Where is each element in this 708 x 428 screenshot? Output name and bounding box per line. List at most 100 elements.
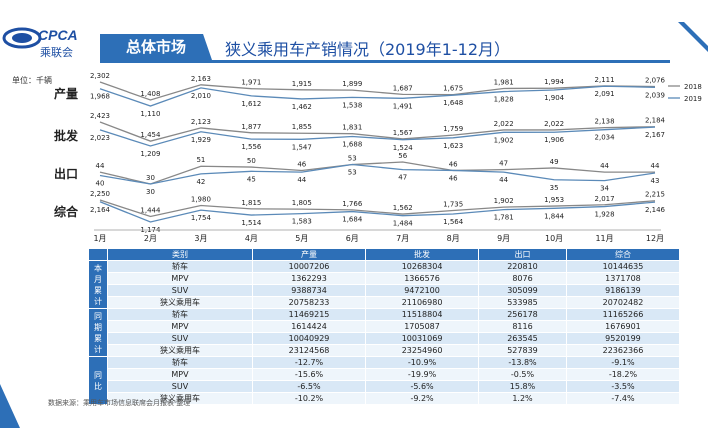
- data-label: 1,623: [443, 142, 463, 150]
- x-tick-label: 8月: [447, 234, 460, 243]
- data-label: 1,902: [494, 197, 514, 205]
- chart-group-2: 出口 44 30 51 50 46 53 56 46 47 49 44 44 40 30 42 45 44 53 47…: [54, 152, 660, 196]
- category-cell: SUV: [107, 332, 253, 345]
- value-cell: 1676901: [565, 320, 681, 333]
- series-line-2018: [99, 81, 656, 101]
- x-tick-label: 7月: [396, 234, 409, 243]
- value-cell: 220810: [478, 260, 567, 273]
- table-row: MPV -15.6% -19.9% -0.5% -18.2%: [89, 368, 681, 381]
- value-cell: -6.5%: [251, 380, 367, 393]
- corner-decoration: [678, 22, 708, 52]
- value-cell: -10.2%: [251, 392, 367, 405]
- data-label: 47: [499, 160, 508, 168]
- x-tick-label: 5月: [295, 234, 308, 243]
- data-label: 2,302: [90, 72, 110, 80]
- group-label: 出口: [54, 166, 78, 181]
- value-cell: -7.4%: [565, 392, 681, 405]
- data-label: 2,423: [90, 112, 110, 120]
- value-cell: 533985: [478, 296, 567, 309]
- data-label: 2,076: [645, 77, 666, 85]
- table-row: MPV 1362293 1366576 8076 1371708: [89, 272, 681, 285]
- table-header-cell: 批发: [365, 248, 480, 261]
- value-cell: 10144635: [565, 260, 681, 273]
- category-cell: 轿车: [107, 260, 253, 273]
- chart-group-3: 综合 2,250 1,444 1,980 1,815 1,805 1,766 1,562 1,7…: [54, 190, 666, 234]
- data-label: 2,250: [90, 190, 110, 198]
- sales-line-chart: 产量 2,302 1,408 2,163 1,971 1,915 1,899 1,687 1,6…: [54, 72, 702, 243]
- series-line-2019: [99, 163, 656, 185]
- data-label: 1,567: [393, 129, 413, 137]
- value-cell: -0.5%: [478, 368, 567, 381]
- data-label: 2,022: [544, 120, 564, 128]
- value-cell: 1371708: [565, 272, 681, 285]
- x-tick-label: 9月: [497, 234, 510, 243]
- summary-table: 类别 产量 批发 出口 综合 本月累计轿车 10007206 10268304 220810 1…: [88, 248, 681, 405]
- value-cell: 9520199: [565, 332, 681, 345]
- data-label: 44: [600, 162, 609, 170]
- data-label: 2,091: [595, 90, 615, 98]
- data-label: 35: [550, 184, 559, 192]
- value-cell: 9472100: [365, 284, 480, 297]
- data-label: 49: [550, 158, 559, 166]
- data-label: 44: [499, 176, 508, 184]
- value-cell: 9186139: [565, 284, 681, 297]
- data-label: 1,454: [140, 131, 161, 139]
- data-label: 1,953: [544, 196, 564, 204]
- series-line-2019: [99, 201, 656, 223]
- series-line-2019: [99, 85, 656, 107]
- data-label: 1,484: [393, 220, 414, 228]
- chart-group-0: 产量 2,302 1,408 2,163 1,971 1,915 1,899 1,687 1,6…: [54, 72, 666, 118]
- data-label: 1,583: [292, 218, 312, 226]
- data-label: 1,491: [393, 102, 413, 110]
- data-label: 47: [398, 174, 407, 182]
- value-cell: -15.6%: [251, 368, 367, 381]
- section-label: 本月累计: [88, 260, 108, 309]
- legend-label: 2019: [684, 95, 702, 103]
- data-label: 34: [600, 185, 609, 193]
- header-divider: [100, 60, 670, 63]
- data-label: 2,163: [191, 75, 211, 83]
- x-tick-label: 6月: [346, 234, 359, 243]
- value-cell: 23254960: [365, 344, 480, 357]
- data-label: 2,017: [595, 195, 615, 203]
- series-line-2019: [99, 126, 656, 147]
- value-cell: 1362293: [251, 272, 367, 285]
- data-label: 1,766: [342, 200, 363, 208]
- data-label: 1,929: [191, 136, 211, 144]
- table-row: SUV 10040929 10031069 263545 9520199: [89, 332, 681, 345]
- data-label: 50: [247, 157, 256, 165]
- data-label: 2,123: [191, 118, 211, 126]
- x-tick-label: 3月: [194, 234, 207, 243]
- data-label: 44: [96, 162, 105, 170]
- data-label: 2,022: [494, 120, 514, 128]
- data-label: 1,815: [241, 199, 261, 207]
- category-cell: 轿车: [107, 356, 253, 369]
- data-label: 1,904: [544, 94, 565, 102]
- data-label: 1,688: [342, 141, 362, 149]
- series-line-2018: [99, 121, 656, 142]
- x-tick-label: 10月: [545, 234, 563, 243]
- data-label: 2,034: [595, 134, 616, 142]
- value-cell: -10.9%: [365, 356, 480, 369]
- data-label: 53: [348, 155, 357, 163]
- data-label: 1,684: [342, 216, 363, 224]
- value-cell: 10040929: [251, 332, 367, 345]
- data-label: 1,831: [342, 124, 362, 132]
- category-cell: MPV: [107, 272, 253, 285]
- value-cell: 527839: [478, 344, 567, 357]
- data-label: 2,111: [595, 76, 615, 84]
- table-row: 狭义乘用车 23124568 23254960 527839 22362366: [89, 344, 681, 357]
- data-label: 1,444: [140, 206, 161, 214]
- data-label: 1,980: [191, 196, 211, 204]
- cpca-logo: CPCA 乘联会: [2, 27, 78, 59]
- data-label: 1,855: [292, 123, 312, 131]
- value-cell: 305099: [478, 284, 567, 297]
- data-label: 1,981: [494, 78, 514, 86]
- x-tick-label: 11月: [595, 234, 613, 243]
- data-label: 1,968: [90, 93, 110, 101]
- data-label: 1,971: [241, 79, 261, 87]
- data-label: 2,039: [645, 91, 665, 99]
- data-label: 1,675: [443, 85, 463, 93]
- group-label: 综合: [54, 204, 79, 219]
- value-cell: 10031069: [365, 332, 480, 345]
